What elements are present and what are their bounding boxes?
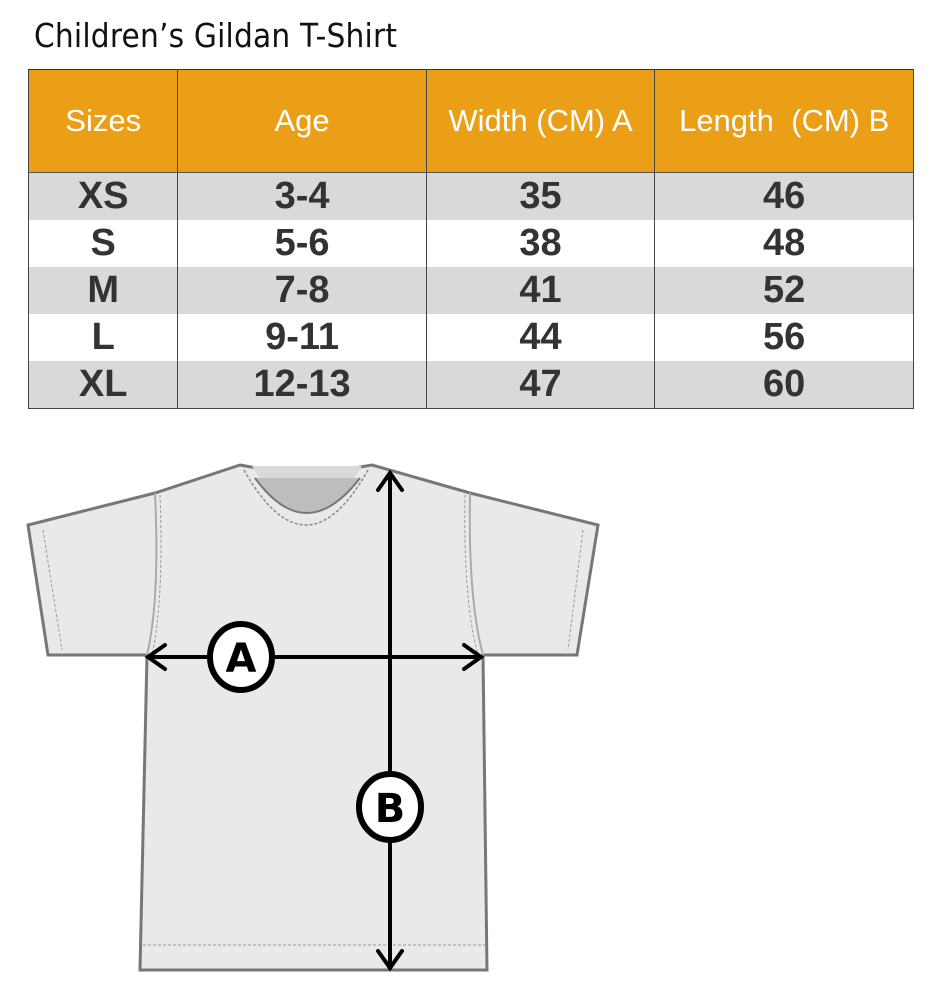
- cell-length: 60: [654, 361, 914, 409]
- cell-age: 7-8: [177, 267, 427, 314]
- cell-width: 35: [425, 172, 656, 220]
- cell-size: XL: [27, 361, 179, 409]
- header-sizes: Sizes: [27, 69, 179, 173]
- width-label: A: [226, 636, 257, 682]
- cell-age: 3-4: [177, 172, 427, 220]
- cell-width: 38: [425, 220, 656, 267]
- cell-width: 47: [425, 361, 656, 409]
- cell-size: M: [27, 267, 179, 314]
- table-row: XS 3-4 35 46: [27, 172, 914, 220]
- header-age: Age: [177, 69, 427, 173]
- cell-age: 5-6: [177, 220, 427, 267]
- page-title: Children’s Gildan T-Shirt: [34, 16, 398, 55]
- width-arrow: [144, 643, 485, 671]
- cell-length: 46: [654, 172, 914, 220]
- size-table: Sizes Age Width (CM) A Length (CM) B XS 3…: [27, 69, 914, 409]
- cell-length: 52: [654, 267, 914, 314]
- cell-width: 41: [425, 267, 656, 314]
- cell-age: 9-11: [177, 314, 427, 361]
- table-row: XL 12-13 47 60: [27, 361, 914, 409]
- length-label-badge: B: [356, 771, 424, 843]
- cell-size: S: [27, 220, 179, 267]
- cell-size: XS: [27, 172, 179, 220]
- length-arrow: [376, 469, 404, 972]
- table-row: L 9-11 44 56: [27, 314, 914, 361]
- tshirt-diagram: A B: [26, 463, 600, 972]
- length-label: B: [375, 786, 406, 832]
- table-header-row: Sizes Age Width (CM) A Length (CM) B: [27, 69, 914, 173]
- cell-length: 56: [654, 314, 914, 361]
- cell-age: 12-13: [177, 361, 427, 409]
- tshirt-outline: [26, 463, 600, 972]
- table-row: M 7-8 41 52: [27, 267, 914, 314]
- header-width: Width (CM) A: [425, 69, 656, 173]
- cell-length: 48: [654, 220, 914, 267]
- cell-size: L: [27, 314, 179, 361]
- cell-width: 44: [425, 314, 656, 361]
- header-length: Length (CM) B: [654, 69, 914, 173]
- table-row: S 5-6 38 48: [27, 220, 914, 267]
- width-label-badge: A: [207, 621, 275, 693]
